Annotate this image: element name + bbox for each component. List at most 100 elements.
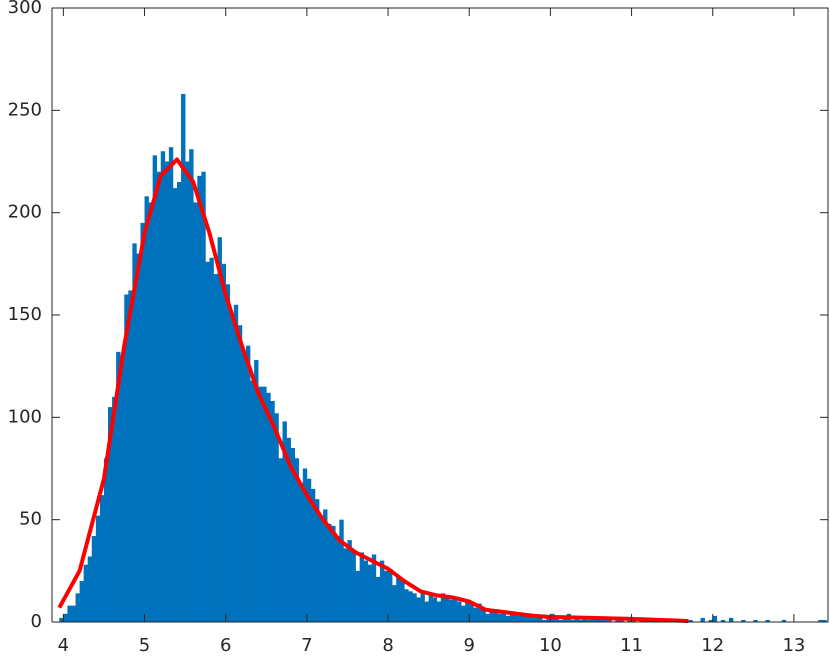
bar <box>570 619 576 622</box>
bar <box>489 611 494 622</box>
bar <box>132 243 137 622</box>
bar <box>193 202 198 622</box>
bar <box>148 202 153 622</box>
bar <box>367 564 373 622</box>
bar <box>420 593 425 622</box>
bar <box>254 360 259 622</box>
bar <box>87 556 93 622</box>
bar <box>250 380 255 622</box>
bar <box>822 619 827 622</box>
bar <box>485 613 490 622</box>
x-tick-label: 5 <box>139 635 150 656</box>
bar <box>607 619 612 622</box>
y-tick-label: 50 <box>19 509 42 530</box>
x-tick-label: 13 <box>782 635 805 656</box>
x-tick-label: 8 <box>382 635 393 656</box>
bar <box>91 536 97 622</box>
bar <box>217 237 222 622</box>
bar <box>112 396 117 622</box>
bar <box>205 261 210 622</box>
bar <box>412 593 417 622</box>
bar <box>83 564 89 622</box>
bar <box>103 458 109 622</box>
bar <box>160 151 166 622</box>
bar <box>136 253 141 622</box>
bar <box>67 605 72 622</box>
bar <box>75 593 80 622</box>
bar <box>189 149 194 622</box>
bar <box>152 155 158 623</box>
x-tick-label: 11 <box>620 635 643 656</box>
bar <box>542 619 547 622</box>
bar <box>615 619 620 622</box>
bar <box>392 585 397 622</box>
bar <box>225 284 231 622</box>
bar <box>246 345 251 622</box>
bar <box>319 515 324 622</box>
x-tick-label: 6 <box>220 635 231 656</box>
bar <box>63 613 68 622</box>
bar <box>424 601 429 622</box>
bar <box>262 386 267 622</box>
bar <box>753 619 758 622</box>
bar <box>209 257 214 622</box>
bar <box>201 171 206 622</box>
bar <box>558 619 563 622</box>
bar <box>335 536 340 622</box>
bar <box>582 617 588 622</box>
x-tick-label: 10 <box>539 635 562 656</box>
bar <box>197 175 202 622</box>
bar <box>595 619 600 622</box>
bar <box>298 482 304 622</box>
y-tick-label: 150 <box>8 304 42 325</box>
y-tick-label: 100 <box>8 406 42 427</box>
bar <box>282 421 287 622</box>
bar <box>712 615 718 622</box>
bar <box>469 603 474 622</box>
bar <box>388 568 393 622</box>
bar <box>294 458 300 622</box>
bar <box>501 611 507 622</box>
bar <box>578 619 584 622</box>
bar <box>359 552 364 622</box>
y-tick-label: 0 <box>31 611 42 632</box>
bar <box>530 615 535 622</box>
bar <box>278 458 283 622</box>
bar <box>99 495 105 622</box>
bar <box>79 581 84 622</box>
bar <box>465 599 470 622</box>
bar <box>473 607 478 622</box>
bar <box>59 617 64 622</box>
bar <box>270 400 275 622</box>
bar <box>343 548 348 622</box>
bar <box>534 617 539 622</box>
bar <box>290 448 296 622</box>
bar <box>509 611 515 622</box>
bar <box>505 615 511 622</box>
y-tick-label: 300 <box>8 0 42 18</box>
bar <box>493 609 498 622</box>
bar <box>177 181 182 622</box>
bar <box>436 601 442 622</box>
bar <box>818 619 823 622</box>
bar <box>440 593 446 622</box>
bar <box>181 93 186 622</box>
bar <box>116 351 121 622</box>
bar <box>128 290 133 622</box>
bar <box>286 437 291 622</box>
bar <box>599 619 604 622</box>
bar <box>521 613 527 622</box>
bar <box>526 613 531 622</box>
bar <box>728 617 734 622</box>
bar <box>383 570 389 622</box>
bar <box>708 619 714 622</box>
bar <box>172 188 178 622</box>
bar <box>347 540 352 622</box>
bar <box>120 355 125 622</box>
bar <box>331 525 336 622</box>
bar <box>351 550 356 622</box>
bar <box>457 601 462 622</box>
x-tick-label: 7 <box>301 635 312 656</box>
